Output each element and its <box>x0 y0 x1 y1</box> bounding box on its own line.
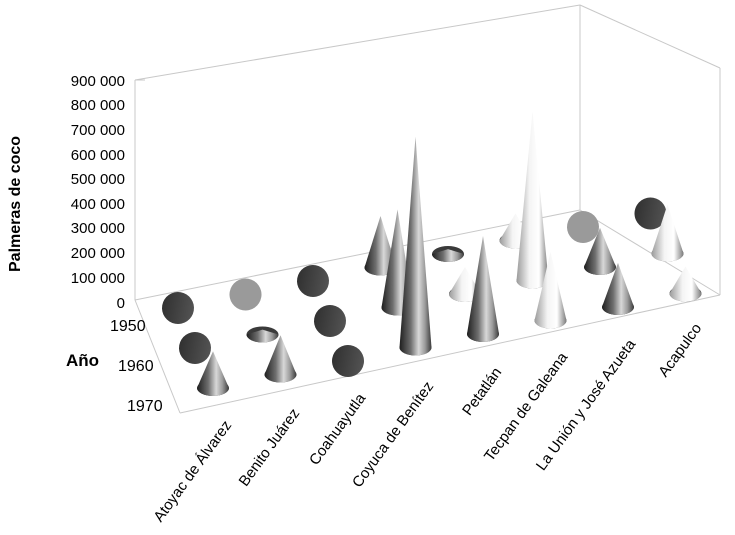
z-axis-ticks: 1950 1960 1970 <box>110 318 163 415</box>
cone-mark <box>516 111 549 289</box>
cone-mark <box>467 236 499 342</box>
cone-body <box>534 251 567 329</box>
category-label: Atoyac de Álvarez <box>150 417 235 525</box>
cone-body <box>264 335 297 383</box>
y-tick-label: 400 000 <box>71 196 125 213</box>
category-label: Coahuayutla <box>306 390 370 469</box>
category-label: Acapulco <box>655 320 705 380</box>
cone-body <box>651 204 684 262</box>
y-tick-label: 100 000 <box>71 270 125 287</box>
category-label: Coyuca de Benítez <box>349 378 437 491</box>
cone-base-disk <box>314 305 346 337</box>
cone-body <box>584 227 616 275</box>
cone-mark <box>567 211 599 243</box>
cone-body <box>516 111 549 289</box>
category-label: La Unión y José Azueta <box>533 336 640 474</box>
cone-mark <box>264 335 297 383</box>
cone-mark <box>432 246 464 262</box>
cone-base-disk <box>162 292 194 324</box>
y-tick-label: 700 000 <box>71 122 125 139</box>
y-tick-label: 200 000 <box>71 245 125 262</box>
cone-base-disk <box>634 197 667 230</box>
cone-mark <box>314 305 346 337</box>
cone-mark <box>651 204 684 262</box>
cone-body <box>602 262 634 315</box>
cone-mark <box>602 262 634 315</box>
y-axis-ticks: 900 000 800 000 700 000 600 000 500 000 … <box>71 73 125 312</box>
cone-body <box>364 216 397 276</box>
y-tick-label: 600 000 <box>71 147 125 164</box>
cone-mark <box>634 197 667 230</box>
cone-body <box>432 249 464 262</box>
cone-mark <box>229 278 262 311</box>
category-label: Benito Juárez <box>236 405 304 489</box>
cone-body <box>467 236 499 342</box>
cone-mark <box>297 265 329 297</box>
cone-body <box>399 136 432 356</box>
cone-mark <box>669 266 702 302</box>
z-tick-label: 1960 <box>118 358 154 375</box>
y-tick-label: 300 000 <box>71 220 125 237</box>
cone-mark <box>246 326 279 343</box>
cone-base-disk <box>229 278 262 311</box>
category-label: Petatlán <box>459 364 505 419</box>
cone-mark <box>162 292 194 324</box>
plot-frame <box>134 4 721 414</box>
cone-base-disk <box>567 211 599 243</box>
cone-mark <box>197 351 229 396</box>
y-tick-label: 0 <box>117 295 125 312</box>
cone-mark <box>584 227 616 275</box>
cone-body <box>197 351 229 396</box>
cone-body <box>246 329 279 343</box>
cone-body <box>669 266 702 302</box>
cone-mark <box>399 136 432 356</box>
cone-base-disk <box>332 345 364 377</box>
cone-mark <box>332 345 364 377</box>
z-tick-label: 1950 <box>110 318 146 335</box>
y-tick-label: 500 000 <box>71 171 125 188</box>
cone-base-disk <box>179 332 211 364</box>
y-axis-title: Palmeras de coco <box>7 136 24 272</box>
y-tick-label: 800 000 <box>71 97 125 114</box>
y-tick-label: 900 000 <box>71 73 125 90</box>
cone-series <box>162 111 702 396</box>
z-tick-label: 1970 <box>127 398 163 415</box>
z-axis-title: Año <box>66 351 99 370</box>
cone-mark <box>179 332 211 364</box>
cone-mark <box>534 251 567 329</box>
cone-base-disk <box>297 265 329 297</box>
cone-body <box>449 267 481 302</box>
